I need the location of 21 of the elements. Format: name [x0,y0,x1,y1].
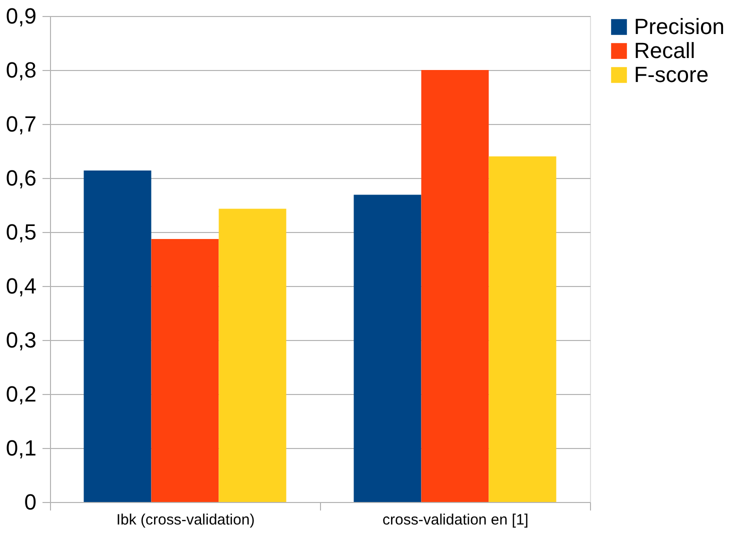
x-tick-label: cross-validation en [1] [382,512,528,528]
bar [421,70,489,502]
x-tick-label: Ibk (cross-validation) [116,512,255,528]
y-tick-label: 0,2 [6,382,36,406]
y-tick-label: 0,9 [6,4,36,28]
y-tick-label: 0,8 [6,58,36,82]
bar [218,208,286,502]
y-tick-label: 0,4 [6,274,36,298]
bar [354,194,422,502]
legend-label: Recall [634,38,696,63]
bar [488,156,556,502]
legend-label: F-score [634,62,709,87]
y-tick-label: 0,6 [6,166,36,190]
bar [151,239,219,502]
y-tick-label: 0,1 [6,436,36,460]
legend-label: Precision [634,14,724,39]
y-tick-label: 0,5 [6,220,36,244]
y-tick-label: 0 [24,490,36,514]
y-tick-label: 0,3 [6,328,36,352]
bar [84,170,152,502]
y-tick-label: 0,7 [6,112,36,136]
